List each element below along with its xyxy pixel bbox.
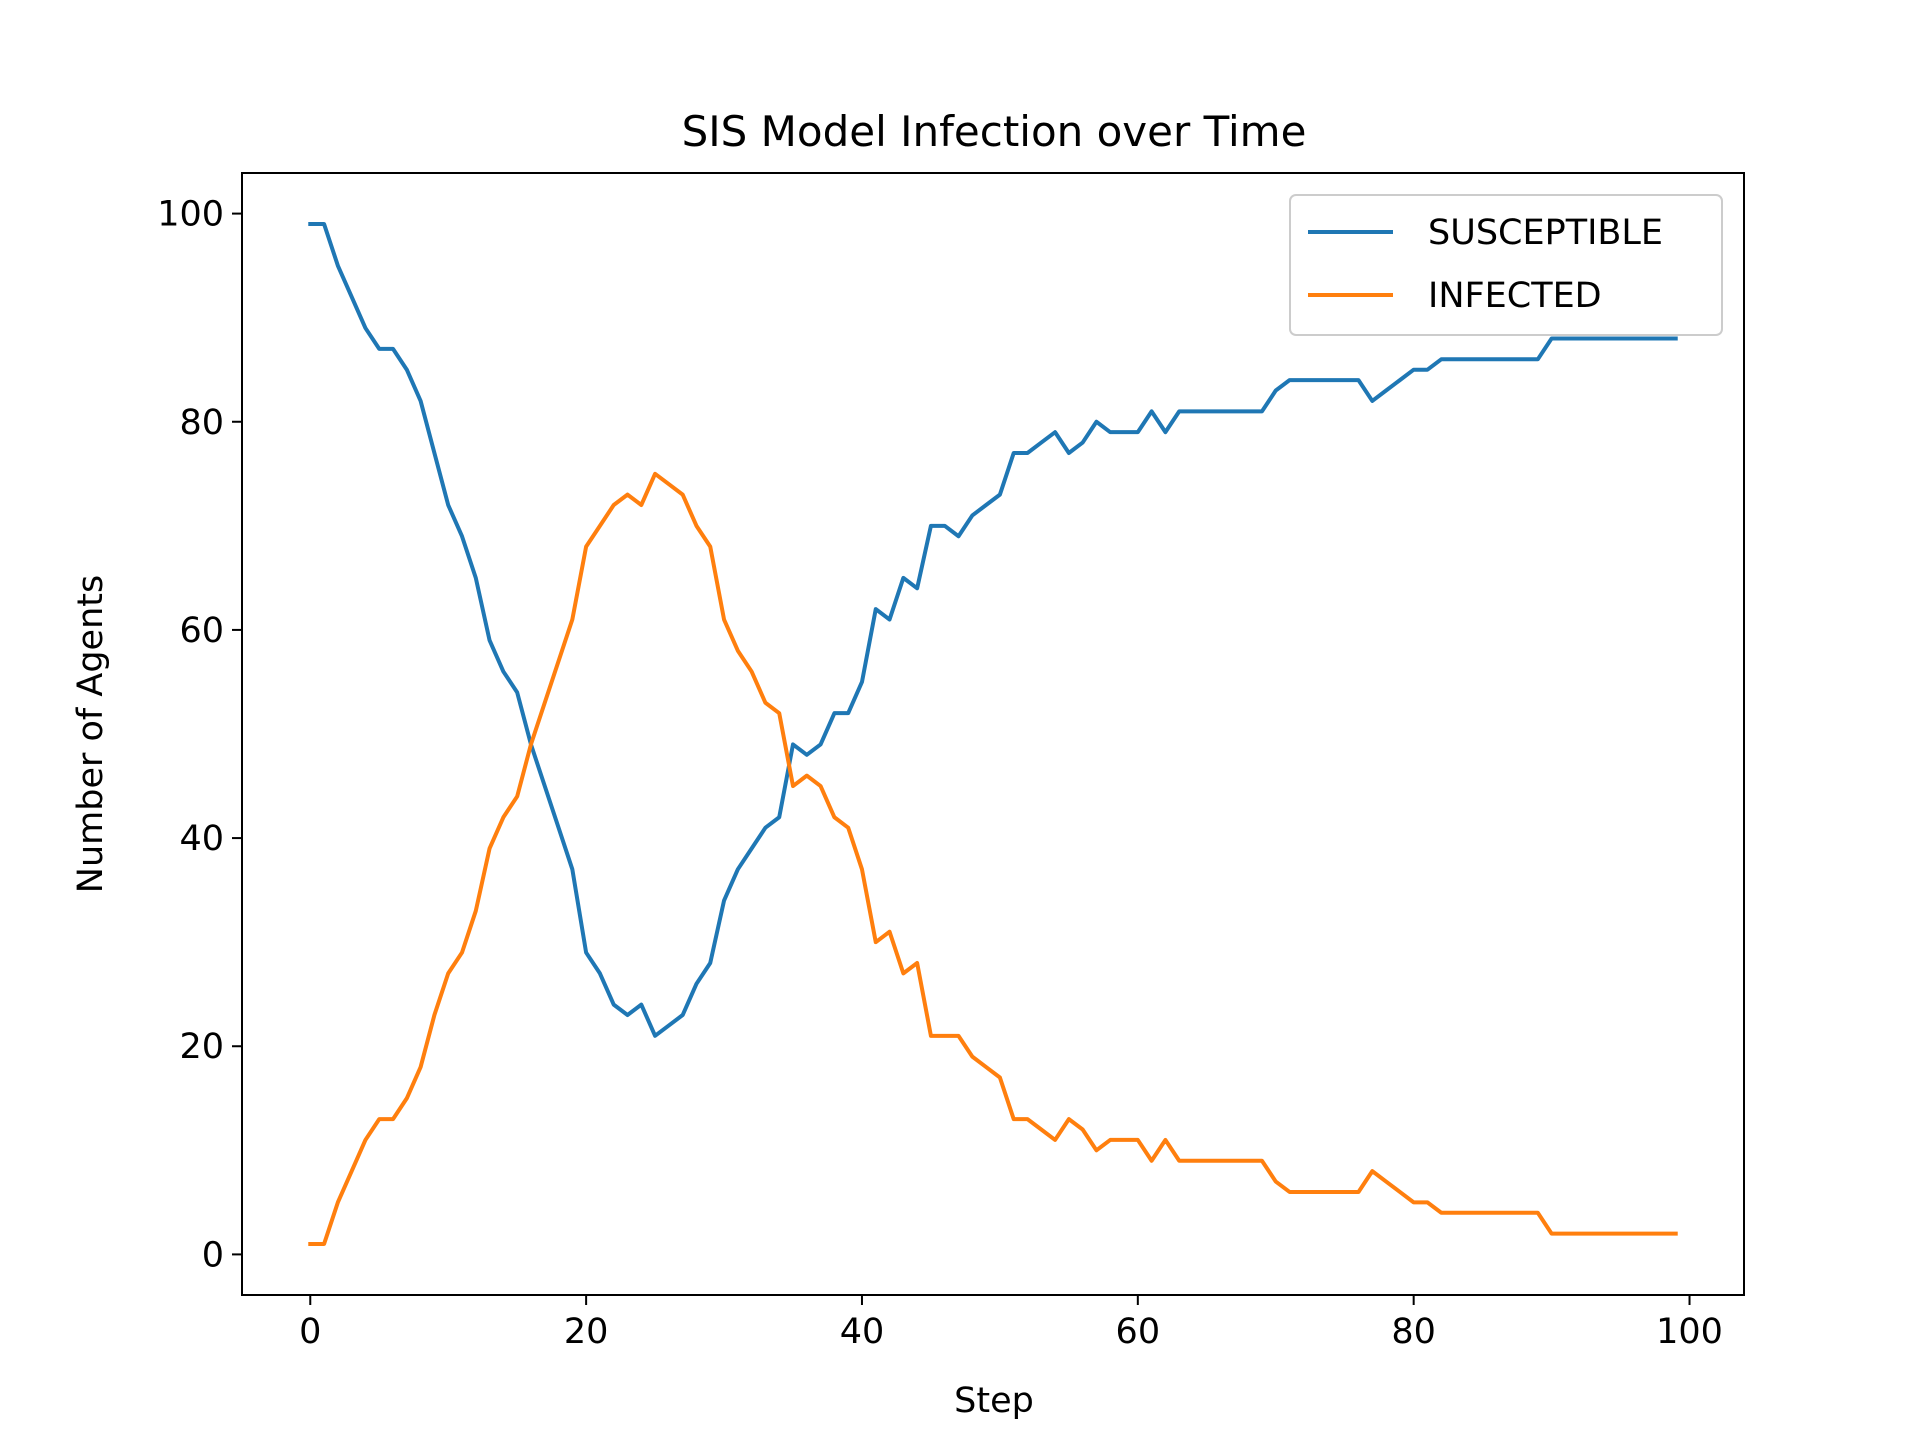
plot-frame	[241, 172, 1745, 1296]
series-layer	[308, 222, 1678, 1246]
x-tick-label: 20	[564, 1312, 609, 1352]
y-tick-label: 60	[179, 611, 224, 651]
legend-label-infected: INFECTED	[1428, 276, 1602, 316]
series-line-susceptible	[308, 222, 1678, 1038]
legend-label-susceptible: SUSCEPTIBLE	[1428, 213, 1663, 253]
x-tick-label: 100	[1656, 1312, 1723, 1352]
legend-box	[1289, 194, 1723, 336]
x-axis-ticks: 0 20 40 60 80 100	[299, 1295, 1723, 1352]
legend: SUSCEPTIBLE INFECTED	[1289, 194, 1723, 336]
x-tick-label: 40	[840, 1312, 885, 1352]
x-tick-label: 80	[1391, 1312, 1436, 1352]
x-tick-label: 0	[299, 1312, 321, 1352]
x-axis-label: Step	[954, 1381, 1034, 1421]
y-tick-label: 100	[157, 195, 224, 235]
chart-title: SIS Model Infection over Time	[682, 107, 1307, 156]
y-tick-label: 20	[179, 1027, 224, 1067]
x-tick-label: 60	[1116, 1312, 1161, 1352]
y-axis-label: Number of Agents	[71, 575, 111, 893]
y-tick-label: 40	[179, 819, 224, 859]
y-tick-label: 0	[202, 1235, 224, 1275]
y-tick-label: 80	[179, 403, 224, 443]
y-axis-ticks: 0 20 40 60 80 100	[157, 195, 242, 1275]
series-line-infected	[308, 471, 1678, 1246]
